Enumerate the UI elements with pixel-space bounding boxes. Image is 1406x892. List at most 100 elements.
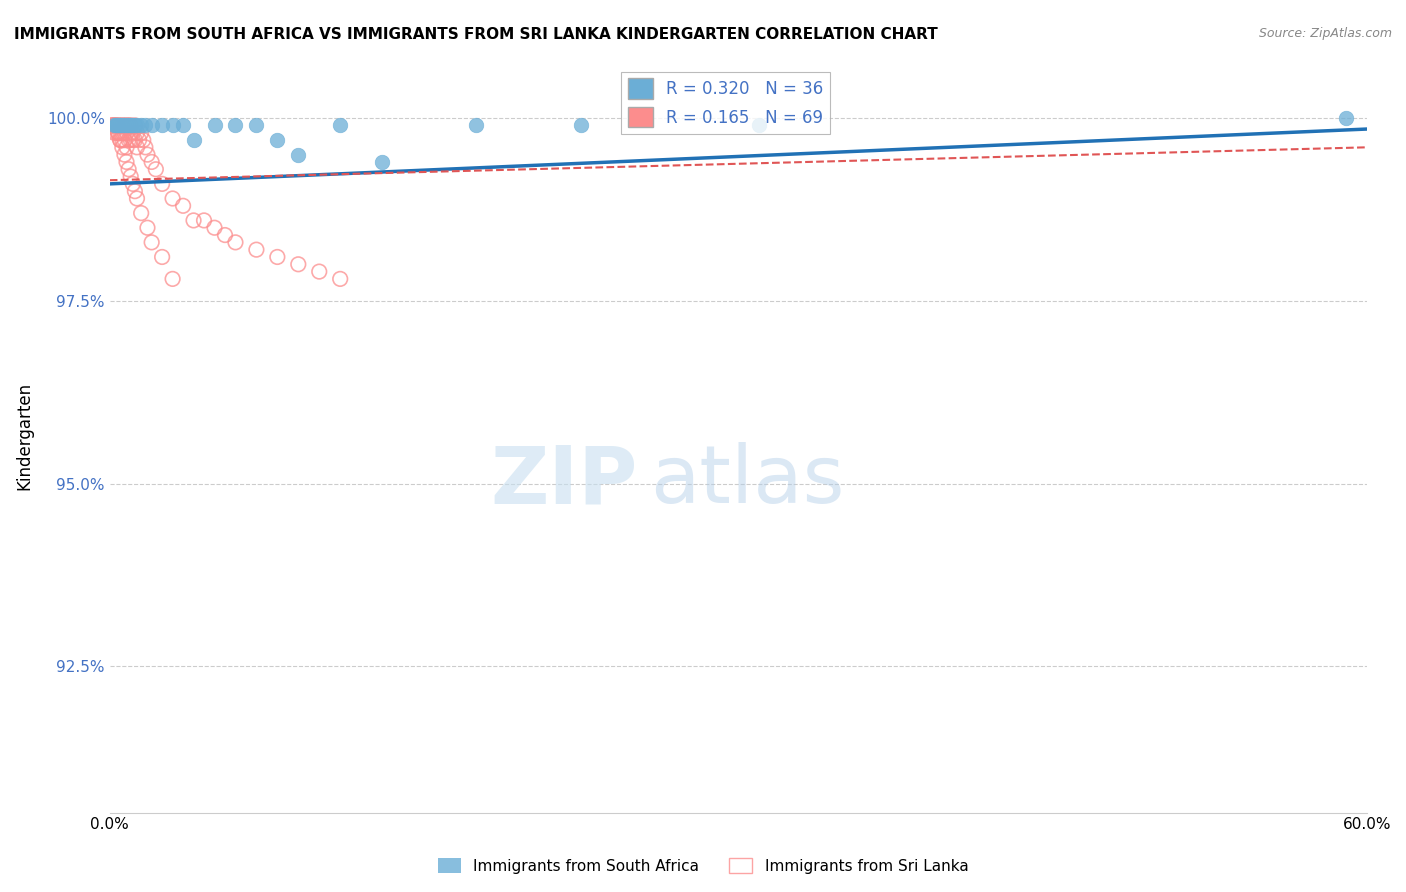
Point [266, 250, 288, 264]
Point [115, 119, 138, 133]
Point [107, 126, 129, 140]
Point [224, 235, 246, 250]
Point [145, 162, 167, 177]
Point [112, 147, 135, 161]
Point [112, 119, 135, 133]
Point [287, 257, 309, 271]
Point [112, 119, 135, 133]
Legend: R = 0.320   N = 36, R = 0.165   N = 69: R = 0.320 N = 36, R = 0.165 N = 69 [621, 71, 830, 134]
Point [105, 119, 128, 133]
Point [124, 119, 146, 133]
Point [111, 140, 134, 154]
Point [136, 147, 159, 161]
Point [112, 119, 135, 133]
Y-axis label: Kindergarten: Kindergarten [15, 382, 32, 490]
Point [308, 264, 330, 278]
Point [117, 133, 139, 147]
Point [115, 155, 138, 169]
Point [120, 119, 142, 133]
Point [110, 133, 132, 147]
Point [162, 272, 184, 286]
Point [245, 119, 267, 133]
Point [120, 119, 142, 133]
Point [245, 243, 267, 257]
Point [134, 119, 156, 133]
Point [110, 133, 132, 147]
Point [121, 177, 143, 191]
Point [110, 119, 132, 133]
Point [112, 133, 135, 147]
Point [105, 119, 128, 133]
Point [103, 126, 125, 140]
Point [162, 192, 184, 206]
Point [110, 126, 132, 140]
Point [107, 119, 129, 133]
Point [111, 119, 134, 133]
Point [150, 177, 173, 191]
Point [103, 119, 125, 133]
Point [465, 119, 488, 133]
Point [371, 155, 394, 169]
Point [124, 119, 146, 133]
Text: IMMIGRANTS FROM SOUTH AFRICA VS IMMIGRANTS FROM SRI LANKA KINDERGARTEN CORRELATI: IMMIGRANTS FROM SOUTH AFRICA VS IMMIGRAN… [14, 27, 938, 42]
Point [117, 119, 139, 133]
Point [101, 119, 124, 133]
Point [172, 119, 194, 133]
Point [120, 126, 142, 140]
Point [107, 126, 129, 140]
Text: atlas: atlas [650, 442, 845, 520]
Point [129, 126, 152, 140]
Point [141, 155, 163, 169]
Legend: Immigrants from South Africa, Immigrants from Sri Lanka: Immigrants from South Africa, Immigrants… [432, 852, 974, 880]
Point [105, 119, 128, 133]
Point [329, 119, 352, 133]
Point [111, 119, 134, 133]
Point [141, 235, 163, 250]
Point [129, 119, 152, 133]
Point [105, 126, 128, 140]
Point [172, 199, 194, 213]
Point [121, 126, 143, 140]
Point [111, 126, 134, 140]
Point [121, 133, 143, 147]
Point [121, 119, 143, 133]
Point [287, 147, 309, 161]
Point [129, 206, 152, 220]
Point [120, 169, 142, 184]
Point [141, 119, 163, 133]
Point [204, 220, 226, 235]
Point [120, 133, 142, 147]
Point [204, 119, 226, 133]
Point [115, 140, 138, 154]
Point [120, 119, 142, 133]
Point [748, 119, 770, 133]
Point [569, 119, 592, 133]
Point [115, 126, 138, 140]
Point [329, 272, 352, 286]
Point [110, 119, 132, 133]
Point [101, 119, 124, 133]
Point [115, 119, 138, 133]
Point [183, 213, 205, 227]
Point [124, 184, 146, 198]
Point [193, 213, 215, 227]
Point [112, 126, 135, 140]
Point [224, 119, 246, 133]
Point [103, 119, 125, 133]
Point [125, 140, 148, 154]
Point [132, 133, 155, 147]
Point [214, 228, 236, 243]
Point [150, 250, 173, 264]
Point [125, 192, 148, 206]
Point [125, 119, 148, 133]
Text: ZIP: ZIP [491, 442, 638, 520]
Point [107, 119, 129, 133]
Point [103, 119, 125, 133]
Point [107, 119, 129, 133]
Point [107, 126, 129, 140]
Point [136, 220, 159, 235]
Point [105, 119, 128, 133]
Point [117, 119, 139, 133]
Point [115, 119, 138, 133]
Point [162, 119, 184, 133]
